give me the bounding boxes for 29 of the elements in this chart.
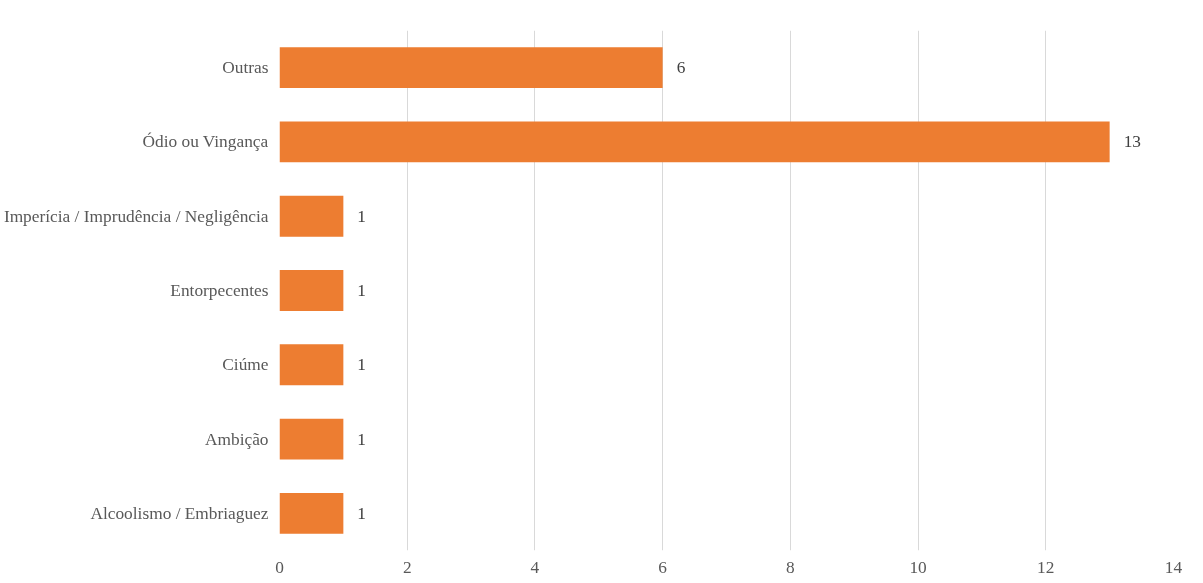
data-label: 1 [357, 429, 367, 449]
data-label: 1 [357, 355, 367, 375]
data-label: 13 [1123, 132, 1141, 152]
x-tick-label: 10 [909, 557, 927, 577]
bar [279, 47, 663, 89]
bar [279, 270, 344, 311]
y-tick-label: Alcoolismo / Embriaguez [90, 503, 269, 523]
data-label: 1 [357, 206, 367, 226]
bar [279, 195, 344, 237]
bar [279, 418, 344, 460]
y-tick-label: Imperícia / Imprudência / Negligência [3, 206, 269, 226]
x-tick-label: 6 [658, 557, 668, 577]
bar [279, 492, 344, 534]
y-tick-label: Ódio ou Vingança [142, 132, 269, 152]
data-label: 6 [676, 58, 686, 78]
x-tick-label: 12 [1037, 557, 1055, 577]
y-tick-label: Ciúme [222, 355, 269, 375]
bar [279, 344, 344, 386]
y-tick-label: Outras [222, 58, 269, 78]
x-tick-label: 14 [1164, 557, 1183, 577]
bar [279, 121, 1110, 163]
data-label: 1 [357, 503, 367, 523]
data-label: 1 [357, 281, 367, 300]
x-tick-label: 8 [786, 557, 795, 577]
y-tick-label: Ambição [204, 429, 269, 449]
x-tick-label: 4 [530, 557, 540, 577]
y-tick-label: Entorpecentes [170, 281, 269, 300]
x-tick-label: 0 [275, 557, 284, 577]
x-tick-label: 2 [402, 557, 412, 577]
